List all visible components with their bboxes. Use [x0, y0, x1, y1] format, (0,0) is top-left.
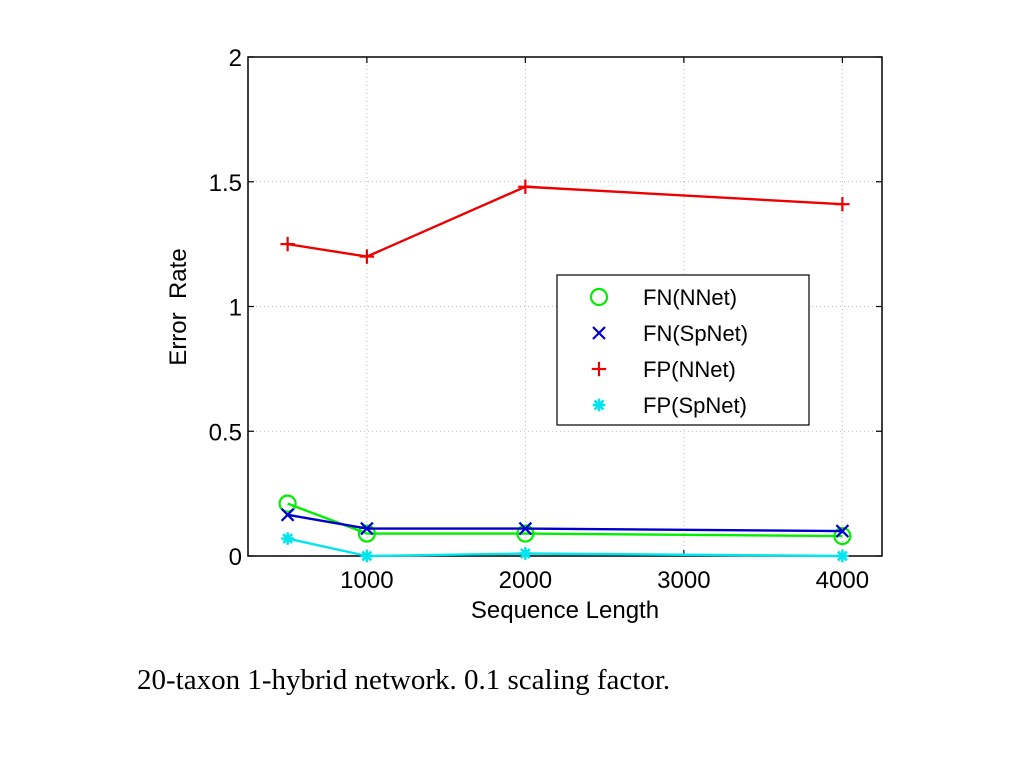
series-line: [287, 537, 843, 558]
data-point: [519, 547, 532, 560]
x-tick-label: 4000: [816, 567, 869, 594]
data-point: [280, 236, 295, 252]
data-point: [518, 179, 533, 194]
data-point: [516, 524, 535, 543]
axis-ticks: 0 0.5 1 1.5 2 1000 2000 3000 4000: [209, 45, 882, 594]
data-point: [835, 524, 850, 538]
series-fn-spnet: [280, 508, 850, 538]
data-point: [357, 524, 376, 543]
series-fn-nnet: [278, 494, 852, 546]
legend-item: FP(NNet): [591, 357, 736, 382]
legend-label: FP(SpNet): [643, 393, 747, 418]
legend-marker: [591, 361, 607, 377]
legend-label: FN(SpNet): [643, 321, 748, 346]
data-point: [280, 508, 295, 522]
data-point: [359, 249, 375, 264]
series-line: [287, 502, 843, 538]
data-point: [281, 532, 294, 545]
series-line: [287, 513, 843, 533]
legend-label: FP(NNet): [643, 357, 736, 382]
x-tick-label: 1000: [340, 567, 393, 594]
data-point: [360, 549, 374, 563]
x-axis-label: Sequence Length: [471, 597, 659, 624]
x-tick-label: 3000: [657, 567, 710, 594]
y-tick-label: 1.5: [209, 170, 242, 197]
data-point: [835, 197, 850, 212]
data-point: [360, 521, 374, 536]
data-point: [833, 526, 852, 546]
data-point: [518, 521, 533, 536]
y-tick-label: 2: [229, 45, 242, 72]
series-fp-nnet: [280, 179, 850, 264]
line-chart: 0 0.5 1 1.5 2 1000 2000 3000 4000 Sequence Lengt…: [165, 45, 883, 624]
y-axis-label: Error Rate: [165, 248, 192, 365]
x-tick-label: 2000: [499, 567, 552, 594]
legend-marker: [592, 398, 606, 412]
series-line: [287, 185, 843, 258]
data-point: [278, 494, 297, 513]
legend-item: FN(NNet): [589, 285, 737, 310]
y-tick-label: 0: [229, 544, 242, 571]
data-point: [836, 549, 849, 563]
y-tick-label: 1: [229, 295, 242, 322]
figure-caption: 20-taxon 1-hybrid network. 0.1 scaling f…: [137, 664, 671, 696]
legend-marker: [589, 287, 609, 307]
legend-item: FP(SpNet): [592, 393, 747, 418]
series-fp-spnet: [281, 532, 849, 563]
legend-marker: [592, 326, 606, 340]
legend-item: FN(SpNet): [592, 321, 748, 346]
legend-label: FN(NNet): [643, 285, 737, 310]
y-tick-label: 0.5: [209, 419, 242, 446]
legend: FN(NNet) FN(SpNet) FP(NNet) FP(SpNet): [556, 274, 810, 426]
series-layer: [278, 179, 852, 563]
